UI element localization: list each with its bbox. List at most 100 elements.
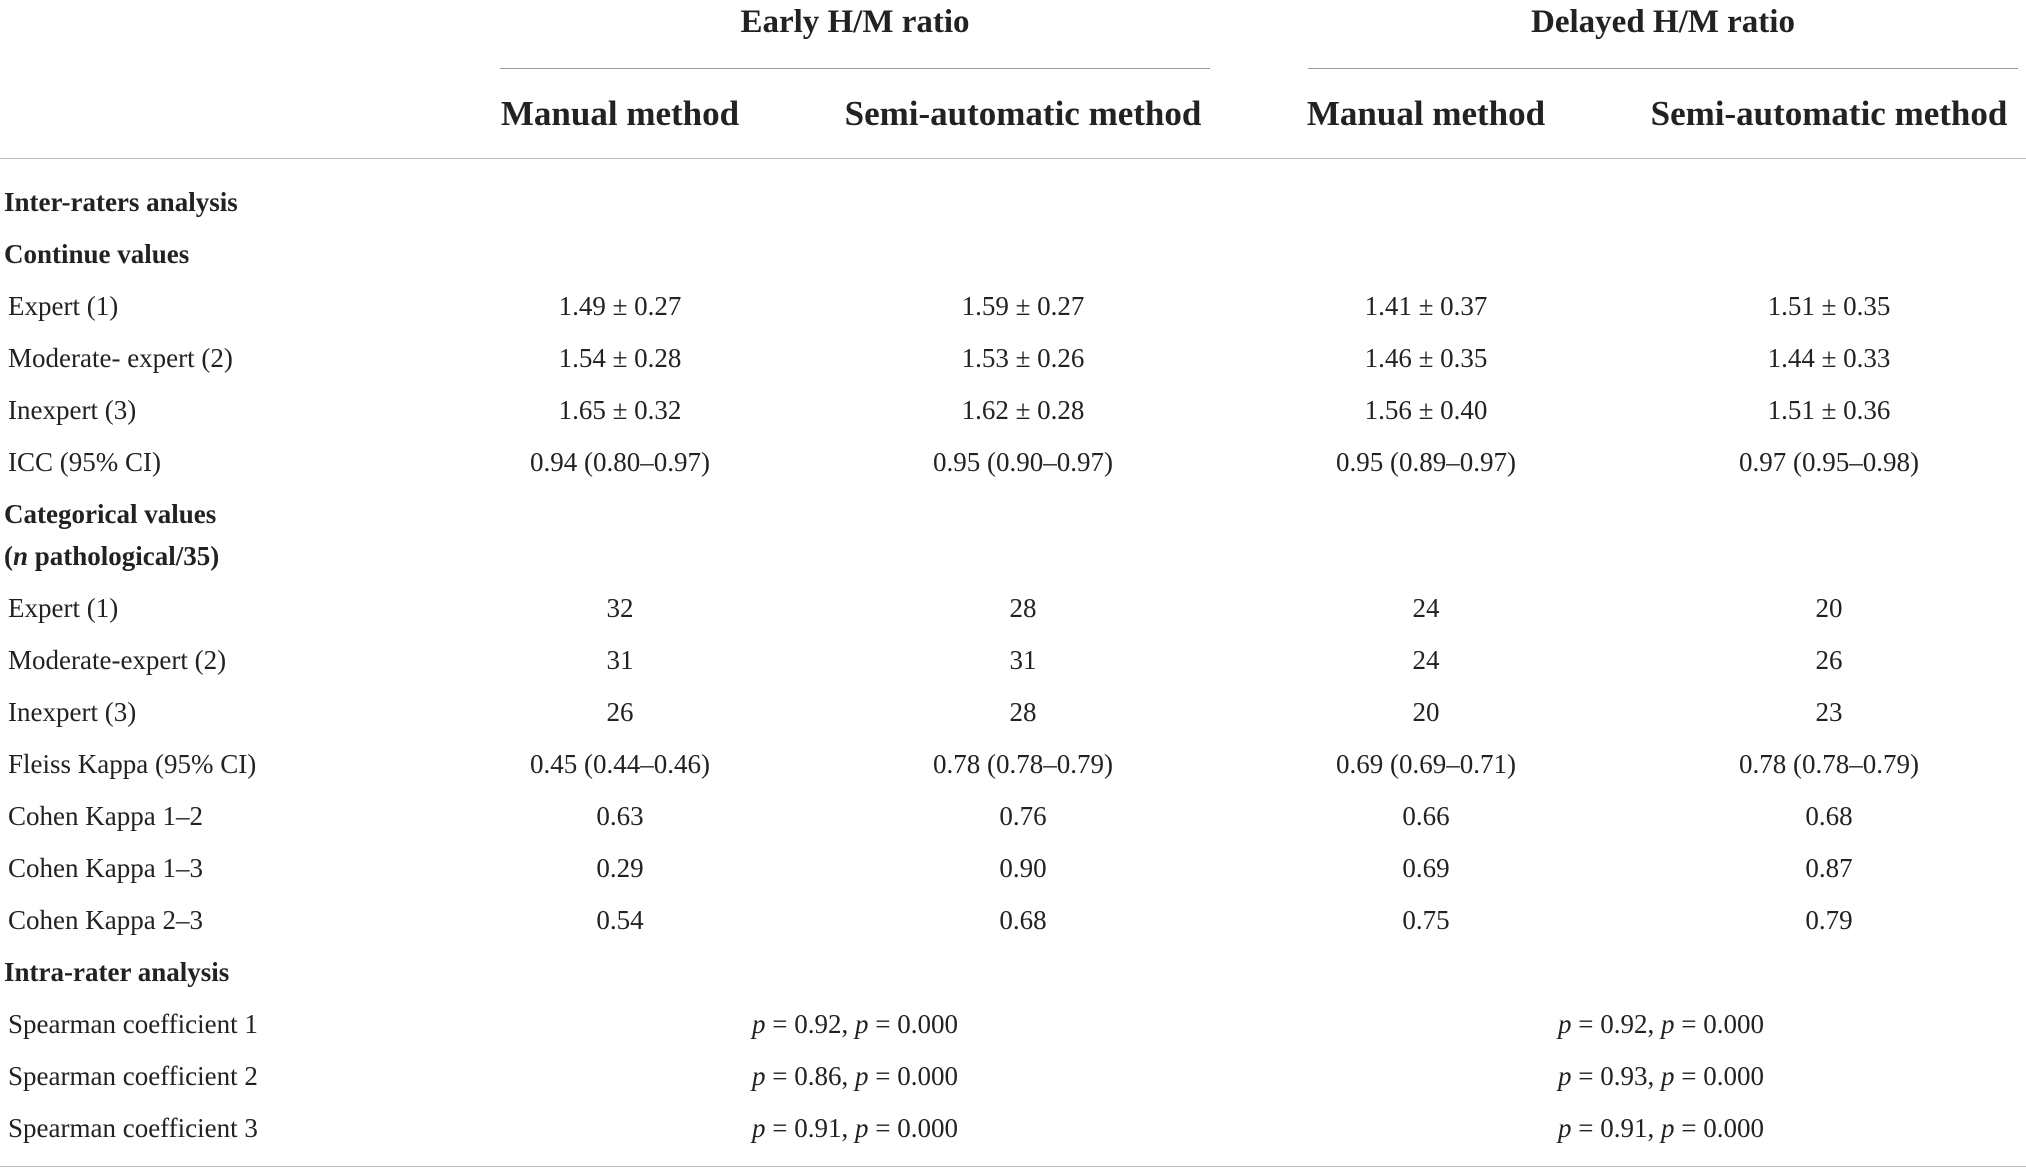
rho-symbol: p xyxy=(752,1061,766,1091)
table-cell: 0.94 (0.80–0.97) xyxy=(530,447,710,477)
table-cell: 20 xyxy=(1815,593,1843,623)
table-cell: 0.78 (0.78–0.79) xyxy=(1739,749,1919,779)
row-label: Expert (1) xyxy=(8,291,119,321)
p-symbol: p xyxy=(855,1061,869,1091)
table-cell: 0.78 (0.78–0.79) xyxy=(933,749,1113,779)
column-header-delayed-semi: Semi-automatic method xyxy=(1650,94,2008,133)
row-label: Cohen Kappa 1–2 xyxy=(8,801,203,831)
rho-value: = 0.91, xyxy=(765,1113,855,1143)
section-label-line2: (n pathological/35) xyxy=(4,541,220,571)
p-value: = 0.000 xyxy=(868,1113,958,1143)
section-intra-rater: Intra-rater analysis xyxy=(0,946,2026,998)
row-label: Moderate- expert (2) xyxy=(8,343,233,373)
row-label: Moderate-expert (2) xyxy=(8,645,227,675)
section-label: Categorical values xyxy=(4,499,217,529)
table-cell: 0.68 xyxy=(999,905,1047,935)
table-cell: 0.69 xyxy=(1402,853,1450,883)
spearman-cell-delayed: p = 0.93, p = 0.000 xyxy=(1486,1050,1836,1102)
table-cell: 0.87 xyxy=(1805,853,1853,883)
row-label: Cohen Kappa 1–3 xyxy=(8,853,203,883)
table-cell: 1.53 ± 0.26 xyxy=(961,343,1085,373)
table-cell: 26 xyxy=(1815,645,1843,675)
table-cell: 0.75 xyxy=(1402,905,1450,935)
table-cell: 0.54 xyxy=(596,905,644,935)
section-label: Intra-rater analysis xyxy=(4,957,230,987)
column-header-early-semi: Semi-automatic method xyxy=(844,94,1202,133)
table-row: Cohen Kappa 2–3 0.54 0.68 0.75 0.79 xyxy=(0,894,2026,946)
table-cell: 20 xyxy=(1412,697,1440,727)
section-continue-values: Continue values xyxy=(0,228,2026,280)
table-cell: 26 xyxy=(606,697,634,727)
table-cell: 1.41 ± 0.37 xyxy=(1364,291,1488,321)
rho-value: = 0.93, xyxy=(1571,1061,1661,1091)
table-cell: 0.79 xyxy=(1805,905,1853,935)
group-header-delayed: Delayed H/M ratio xyxy=(1531,4,1795,40)
row-label: Expert (1) xyxy=(8,593,119,623)
rho-symbol: p xyxy=(1558,1061,1572,1091)
table-cell: 1.51 ± 0.35 xyxy=(1767,291,1891,321)
table-cell: 1.44 ± 0.33 xyxy=(1767,343,1891,373)
table-row: Expert (1) 32 28 24 20 xyxy=(0,582,2026,634)
p-value: = 0.000 xyxy=(1674,1061,1764,1091)
table-cell: 23 xyxy=(1815,697,1843,727)
row-label: Cohen Kappa 2–3 xyxy=(8,905,203,935)
row-label: ICC (95% CI) xyxy=(8,447,161,477)
table-cell: 1.62 ± 0.28 xyxy=(961,395,1085,425)
table-cell: 1.54 ± 0.28 xyxy=(558,343,682,373)
n-symbol: n xyxy=(13,541,29,571)
table-cell: 28 xyxy=(1009,593,1037,623)
row-label: Spearman coefficient 2 xyxy=(8,1061,258,1091)
rho-symbol: p xyxy=(752,1009,766,1039)
rho-value: = 0.92, xyxy=(765,1009,855,1039)
table-row: ICC (95% CI) 0.94 (0.80–0.97) 0.95 (0.90–0… xyxy=(0,436,2026,488)
table-row: Expert (1) 1.49 ± 0.27 1.59 ± 0.27 1.41 ± 0… xyxy=(0,280,2026,332)
column-header-early-manual: Manual method xyxy=(500,94,740,133)
table-row: Cohen Kappa 1–3 0.29 0.90 0.69 0.87 xyxy=(0,842,2026,894)
p-symbol: p xyxy=(1661,1113,1675,1143)
table-row: Spearman coefficient 3 p = 0.91, p = 0.00… xyxy=(0,1102,2026,1154)
section-categorical-values-line2: (n pathological/35) xyxy=(0,530,2026,582)
table-cell: 0.45 (0.44–0.46) xyxy=(530,749,710,779)
p-value: = 0.000 xyxy=(868,1009,958,1039)
table-cell: 24 xyxy=(1412,645,1440,675)
table-cell: 32 xyxy=(606,593,634,623)
table-cell: 1.46 ± 0.35 xyxy=(1364,343,1488,373)
section-inter-raters: Inter-raters analysis xyxy=(0,176,2026,228)
bottom-rule xyxy=(0,1166,2026,1167)
table-row: Inexpert (3) 26 28 20 23 xyxy=(0,686,2026,738)
spearman-cell-early: p = 0.91, p = 0.000 xyxy=(680,1102,1030,1154)
p-symbol: p xyxy=(855,1113,869,1143)
table-row: Cohen Kappa 1–2 0.63 0.76 0.66 0.68 xyxy=(0,790,2026,842)
rho-symbol: p xyxy=(1558,1113,1572,1143)
table-cell: 1.56 ± 0.40 xyxy=(1364,395,1488,425)
column-header-delayed-manual: Manual method xyxy=(1306,94,1546,133)
table-cell: 0.95 (0.89–0.97) xyxy=(1336,447,1516,477)
group-rule-delayed xyxy=(1308,68,2018,69)
section-categorical-values: Categorical values xyxy=(0,488,2026,540)
table-cell: 0.29 xyxy=(596,853,644,883)
table-cell: 0.68 xyxy=(1805,801,1853,831)
rho-value: = 0.91, xyxy=(1571,1113,1661,1143)
table-cell: 0.63 xyxy=(596,801,644,831)
table-cell: 0.95 (0.90–0.97) xyxy=(933,447,1113,477)
rho-value: = 0.86, xyxy=(765,1061,855,1091)
rho-symbol: p xyxy=(1558,1009,1572,1039)
rho-value: = 0.92, xyxy=(1571,1009,1661,1039)
header-rule xyxy=(0,158,2026,159)
p-value: = 0.000 xyxy=(868,1061,958,1091)
p-symbol: p xyxy=(1661,1061,1675,1091)
table-cell: 0.97 (0.95–0.98) xyxy=(1739,447,1919,477)
row-label: Inexpert (3) xyxy=(8,395,137,425)
group-rule-early xyxy=(500,68,1210,69)
table-row: Inexpert (3) 1.65 ± 0.32 1.62 ± 0.28 1.56 ±… xyxy=(0,384,2026,436)
table-row: Spearman coefficient 2 p = 0.86, p = 0.00… xyxy=(0,1050,2026,1102)
group-header-early: Early H/M ratio xyxy=(740,4,970,40)
spearman-cell-delayed: p = 0.91, p = 0.000 xyxy=(1486,1102,1836,1154)
row-label: Spearman coefficient 1 xyxy=(8,1009,258,1039)
p-symbol: p xyxy=(855,1009,869,1039)
table-row: Moderate- expert (2) 1.54 ± 0.28 1.53 ± 0.… xyxy=(0,332,2026,384)
table-cell: 28 xyxy=(1009,697,1037,727)
p-value: = 0.000 xyxy=(1674,1009,1764,1039)
table-cell: 0.90 xyxy=(999,853,1047,883)
spearman-cell-early: p = 0.86, p = 0.000 xyxy=(680,1050,1030,1102)
